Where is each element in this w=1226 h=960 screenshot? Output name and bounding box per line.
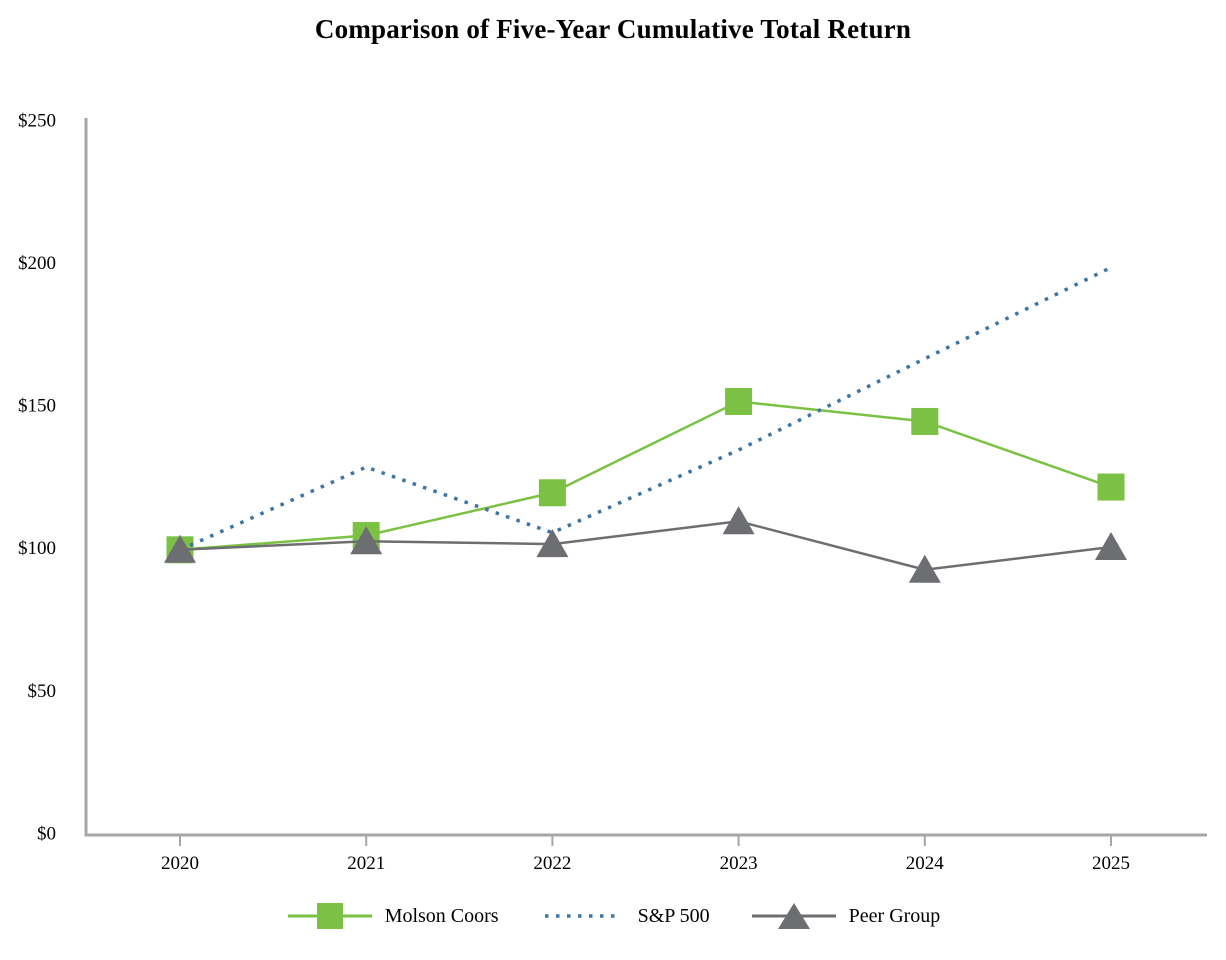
legend-marker-square (316, 903, 343, 929)
y-axis-tick-label: $50 (28, 681, 57, 702)
marker-square-molson-coors (1097, 473, 1125, 501)
y-axis-tick-label: $200 (18, 253, 56, 274)
marker-square-molson-coors (911, 407, 939, 435)
x-axis-tick-label: 2023 (720, 853, 758, 874)
legend-item-s-p-500: S&P 500 (539, 901, 710, 931)
x-axis-tick-label: 2021 (347, 853, 385, 874)
y-axis-tick-label: $0 (37, 823, 56, 844)
marker-triangle-peer-group (908, 554, 941, 583)
series-line-s-p-500 (179, 265, 1112, 552)
series-line-molson-coors (179, 400, 1112, 552)
marker-triangle-peer-group (1095, 531, 1127, 560)
legend-item-molson-coors: Molson Coors (286, 901, 499, 931)
x-axis-tick-label: 2024 (906, 853, 945, 874)
legend-swatch-molson-coors (287, 903, 372, 929)
chart-legend: Molson Coors S&P 500 Peer Group (0, 901, 1226, 931)
marker-square-molson-coors (725, 387, 753, 415)
x-axis-tick-label: 2022 (533, 853, 571, 874)
y-axis-tick-label: $150 (18, 396, 56, 417)
marker-square-molson-coors (538, 479, 566, 507)
marker-triangle-peer-group (350, 526, 383, 555)
marker-triangle-peer-group (164, 534, 196, 563)
legend-label-peer-group: Peer Group (848, 904, 941, 927)
y-axis-tick-label: $100 (18, 538, 56, 559)
marker-triangle-peer-group (536, 529, 569, 558)
legend-swatch-s-p-500 (544, 914, 621, 918)
marker-triangle-peer-group (722, 506, 755, 535)
legend-marker-triangle (777, 903, 810, 929)
legend-item-peer-group: Peer Group (750, 901, 941, 931)
y-axis-tick-label: $250 (18, 110, 56, 131)
legend-label-molson-coors: Molson Coors (384, 904, 499, 927)
legend-swatch-peer-group (751, 903, 836, 929)
x-axis-tick-label: 2020 (161, 853, 199, 874)
x-axis-tick-label: 2025 (1092, 853, 1130, 874)
series-line-peer-group (179, 520, 1112, 572)
legend-label-s-p-500: S&P 500 (637, 904, 710, 927)
chart-title: Comparison of Five-Year Cumulative Total… (314, 14, 912, 44)
